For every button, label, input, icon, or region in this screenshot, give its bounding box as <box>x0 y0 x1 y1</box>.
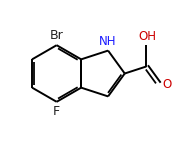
Text: OH: OH <box>138 30 156 43</box>
Text: F: F <box>53 105 60 118</box>
Text: NH: NH <box>99 35 116 48</box>
Text: Br: Br <box>50 29 64 42</box>
Text: O: O <box>163 78 172 91</box>
